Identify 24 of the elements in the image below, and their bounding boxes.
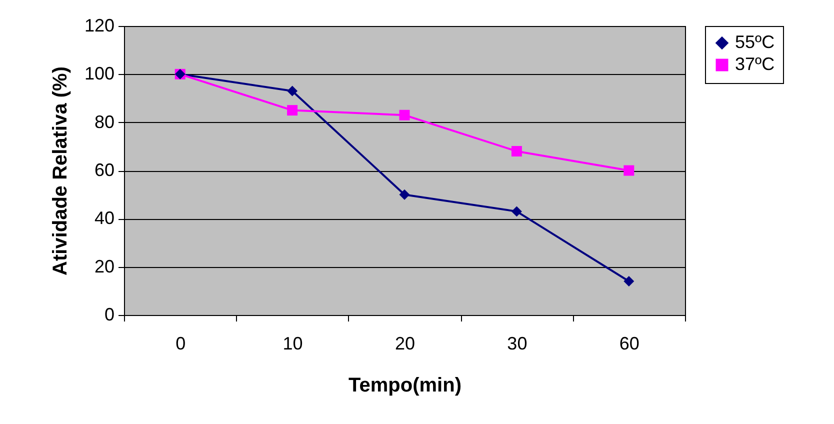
y-tick-label: 20 <box>94 256 114 276</box>
point <box>399 189 410 200</box>
x-tick-label: 30 <box>507 334 528 354</box>
x-axis-title: Tempo(min) <box>348 374 462 396</box>
point <box>399 110 410 120</box>
y-tick-label: 40 <box>94 208 114 228</box>
y-tick-label: 100 <box>84 64 114 84</box>
legend-label: 37ºC <box>735 54 775 74</box>
point <box>624 165 634 176</box>
y-tick-label: 0 <box>104 304 114 324</box>
y-tick-label: 80 <box>94 112 114 132</box>
point <box>511 206 522 217</box>
x-tick-label: 10 <box>282 334 303 354</box>
y-tick-label: 60 <box>94 160 114 180</box>
y-axis-title: Atividade Relativa (%) <box>49 66 72 276</box>
x-tick-label: 20 <box>394 334 416 354</box>
legend-label: 55ºC <box>735 32 775 52</box>
point <box>511 146 522 156</box>
point <box>624 276 634 287</box>
x-tick-label: 60 <box>619 334 640 354</box>
x-tick-label: 0 <box>176 334 186 354</box>
point <box>287 105 298 116</box>
point <box>287 86 298 96</box>
y-tick-label: 120 <box>84 16 114 36</box>
